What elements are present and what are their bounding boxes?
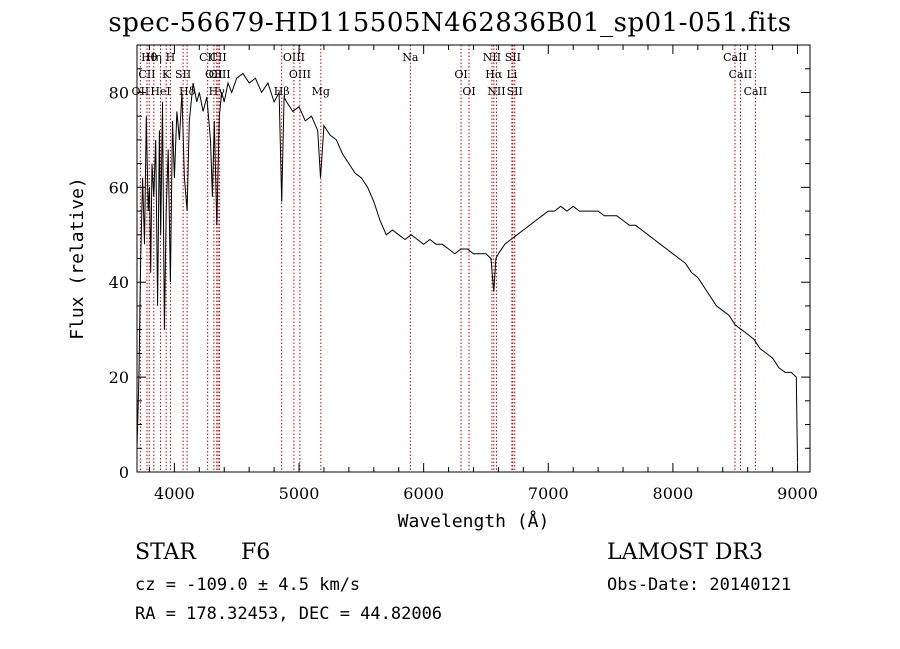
x-tick-label-4000: 4000: [154, 484, 195, 503]
x-tick-label-6000: 6000: [403, 484, 444, 503]
line-label-2: OII: [132, 85, 150, 98]
coordinates: RA = 178.32453, DEC = 44.82006: [135, 604, 443, 624]
axes: 4000 5000 6000 7000 8000 9000 0 20 40 60 80 Wavelen…: [67, 44, 818, 532]
line-label-26: SII: [507, 85, 523, 98]
spectrum-line: [136, 72, 798, 463]
chart-title: spec-56679-HD115505N462836B01_sp01-051.f…: [108, 8, 792, 38]
x-tick-label-7000: 7000: [528, 484, 569, 503]
y-tick-label-40: 40: [109, 273, 129, 292]
line-label-23: NII: [487, 85, 505, 98]
line-label-21: NII: [483, 51, 501, 64]
x-axis-label: Wavelength (Å): [398, 510, 550, 532]
line-label-5: HeI: [150, 85, 170, 98]
line-label-3: Hη: [146, 51, 162, 64]
line-markers: [139, 45, 756, 472]
y-tick-label-80: 80: [109, 83, 129, 102]
line-label-22: Hα: [485, 68, 503, 81]
line-label-13: OIII: [209, 68, 231, 81]
line-label-9: CII: [199, 51, 216, 64]
obs-date: Obs-Date: 20140121: [607, 575, 792, 595]
line-label-17: Mg: [312, 85, 330, 98]
line-label-7: SII: [175, 68, 191, 81]
y-tick-label-60: 60: [109, 178, 129, 197]
line-label-28: CaII: [729, 68, 753, 81]
object-type: STAR: [135, 540, 196, 565]
spectral-subclass: F6: [241, 540, 271, 565]
line-label-15: OIII: [283, 51, 305, 64]
line-label-14: Hβ: [274, 85, 290, 98]
y-axis-label: Flux (relative): [67, 177, 88, 340]
line-label-4: K: [162, 68, 171, 81]
line-label-1: CII: [138, 68, 155, 81]
x-tick-label-9000: 9000: [777, 484, 818, 503]
line-label-27: CaII: [723, 51, 747, 64]
x-tick-label-5000: 5000: [279, 484, 320, 503]
line-label-10: OII: [205, 68, 223, 81]
line-label-0: Hθ: [141, 51, 158, 64]
x-tick-label-8000: 8000: [653, 484, 694, 503]
y-tick-label-20: 20: [109, 368, 129, 387]
line-label-25: Li: [506, 68, 517, 81]
line-label-8: Hδ: [179, 85, 196, 98]
line-labels: Hθ CII OII HηK HeI H SII Hδ CII OII Hγ CII OIII Hβ OII…: [132, 51, 768, 98]
redshift-readout: cz = -109.0 ± 4.5 km/s: [135, 575, 361, 595]
line-label-11: Hγ: [209, 85, 226, 98]
spectrum-series: [136, 72, 798, 463]
line-label-6: H: [166, 51, 176, 64]
line-label-16: OIII: [289, 68, 311, 81]
line-label-24: SII: [505, 51, 521, 64]
line-label-29: CaII: [744, 85, 768, 98]
y-tick-label-0: 0: [119, 463, 129, 482]
line-label-19: OI: [454, 68, 467, 81]
line-label-12: CII: [210, 51, 227, 64]
plot-frame: [136, 44, 811, 473]
survey-name: LAMOST DR3: [607, 540, 763, 565]
line-label-18: Na: [402, 51, 419, 64]
line-label-20: OI: [462, 85, 475, 98]
